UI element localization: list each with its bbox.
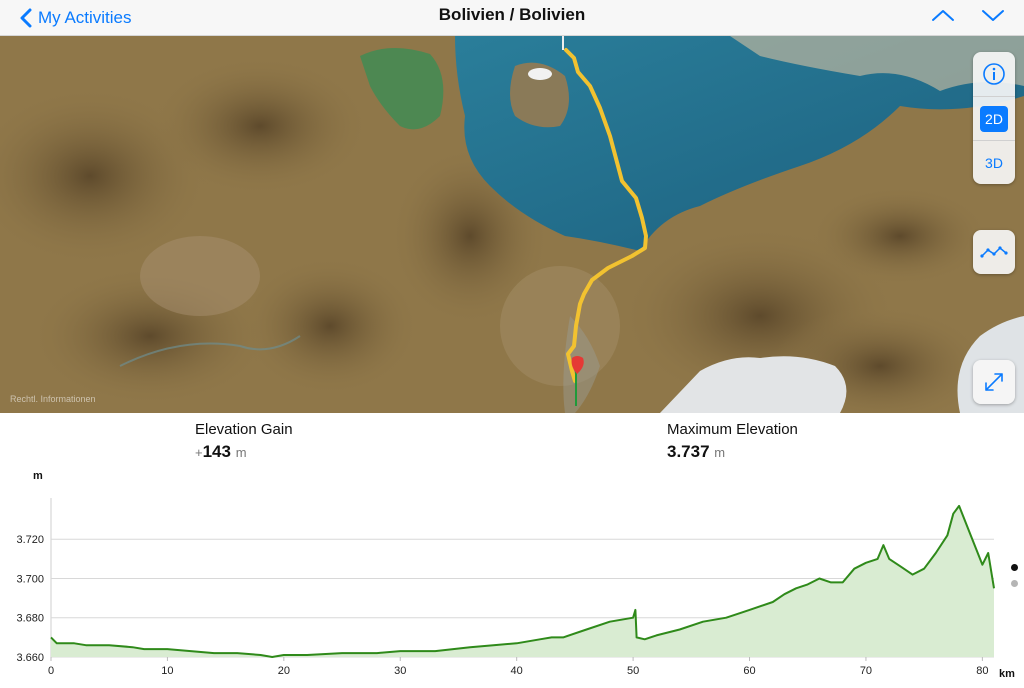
info-button[interactable] (973, 52, 1015, 96)
max-elevation-label: Maximum Elevation (667, 421, 798, 438)
elevation-gain-label: Elevation Gain (195, 421, 293, 438)
elevation-gain-number: 143 (202, 442, 231, 461)
mode-2d-label: 2D (980, 105, 1008, 132)
y-tick-label: 3.700 (16, 573, 44, 585)
y-tick-label: 3.660 (16, 652, 44, 664)
mode-3d-button[interactable]: 3D (973, 140, 1015, 184)
elevation-gain-prefix: + (195, 445, 203, 460)
info-icon (983, 63, 1005, 85)
expand-icon (985, 373, 1003, 391)
elevation-area-fill (51, 505, 994, 657)
x-tick-label: 20 (278, 665, 290, 677)
max-elevation-unit: m (714, 445, 726, 460)
y-tick-label: 3.680 (16, 613, 44, 625)
mode-3d-label: 3D (985, 154, 1003, 171)
x-tick-label: 50 (627, 665, 639, 677)
elevation-profile-icon (980, 246, 1008, 258)
navigation-bar: My Activities Bolivien / Bolivien (0, 0, 1024, 36)
x-tick-label: 60 (743, 665, 755, 677)
y-axis-unit: m (33, 470, 43, 482)
max-elevation-number: 3.737 (667, 442, 710, 461)
page-title: Bolivien / Bolivien (438, 5, 586, 24)
mode-2d-button[interactable]: 2D (973, 96, 1015, 140)
chevron-up-icon[interactable] (930, 6, 956, 24)
back-button-label: My Activities (38, 8, 132, 27)
legal-info-link[interactable]: Rechtl. Informationen (10, 394, 96, 404)
chevron-left-icon (20, 8, 32, 28)
x-tick-label: 0 (48, 665, 54, 677)
elevation-profile-toggle[interactable] (973, 230, 1015, 274)
fullscreen-button[interactable] (973, 360, 1015, 404)
fullscreen-toggle[interactable] (973, 360, 1015, 404)
x-tick-label: 40 (511, 665, 523, 677)
back-button[interactable]: My Activities (20, 0, 132, 36)
map-mode-controls: 2D 3D (973, 52, 1015, 184)
elevation-profile-button[interactable] (973, 230, 1015, 274)
elevation-line (50, 504, 995, 658)
chevron-down-icon[interactable] (980, 6, 1006, 24)
max-elevation-value: 3.737 m (667, 442, 725, 462)
x-axis-unit: km (999, 668, 1015, 680)
x-tick-label: 70 (860, 665, 872, 677)
page-indicator-inactive[interactable] (1011, 580, 1018, 587)
elevation-gain-value: +143 m (195, 442, 247, 462)
elevation-gain-unit: m (235, 445, 247, 460)
elevation-chart[interactable]: m km 3.660 3.680 3.700 3.720 0 10 20 30 40 50 60 70… (0, 460, 1024, 688)
map-terrain (0, 36, 1024, 413)
x-tick-label: 30 (394, 665, 406, 677)
x-tick-label: 80 (976, 665, 988, 677)
y-tick-label: 3.720 (16, 534, 44, 546)
x-tick-label: 10 (161, 665, 173, 677)
satellite-map[interactable]: Rechtl. Informationen 2D 3D (0, 36, 1024, 413)
page-indicator-active[interactable] (1011, 564, 1018, 571)
